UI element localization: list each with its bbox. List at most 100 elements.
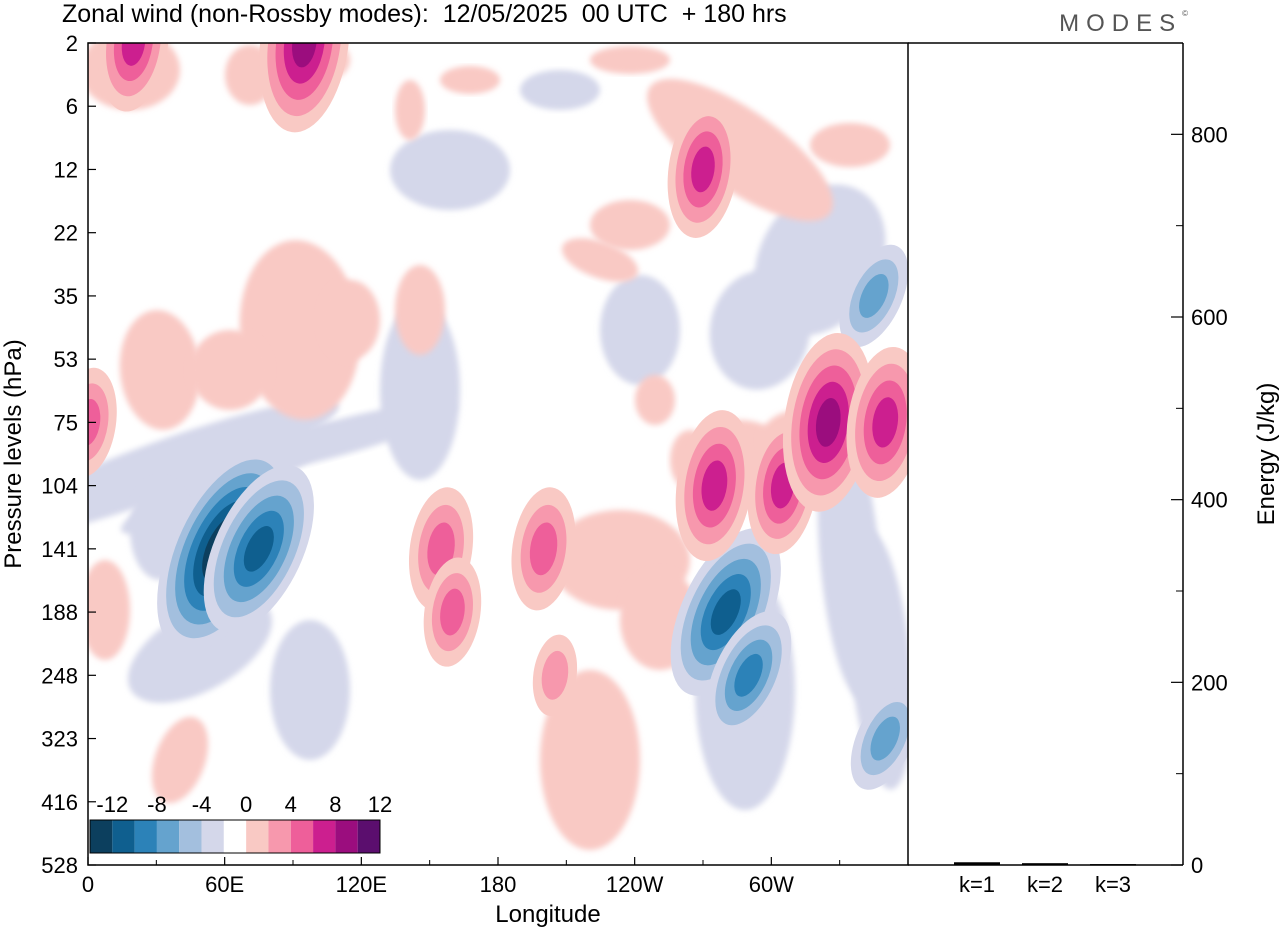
contour-level [283,43,325,84]
y-tick-label: 188 [41,600,78,625]
heatmap-feature [667,100,739,238]
contour-level [243,526,274,572]
heatmap-texture [440,66,500,94]
y-tick-label: 248 [41,663,78,688]
x-tick-label: 0 [82,872,94,897]
heatmap-texture [390,130,510,210]
colorbar-swatch [134,820,157,853]
x-tick-label: 120E [336,872,387,897]
y-tick-label: 141 [41,537,78,562]
heatmap-texture [119,310,201,430]
y-tick-label: 528 [41,853,78,878]
heatmap-texture [320,280,380,360]
y-tick-label: 75 [54,410,78,435]
energy-tick-label: 800 [1191,122,1228,147]
heatmap-feature [846,346,908,498]
contour-level [859,273,889,318]
heatmap-texture [520,70,600,110]
x-tick-label: 60W [749,872,794,897]
colorbar-swatch [201,820,224,853]
colorbar-label: 0 [240,792,252,817]
heatmap-texture [88,560,130,660]
contour-level [440,588,465,636]
heatmap-feature [203,465,314,633]
heatmap-texture [151,716,209,804]
heatmap-feature [850,687,908,790]
x-axis-label: Longitude [495,901,600,928]
y-tick-label: 6 [66,94,78,119]
heatmap-texture [395,80,425,140]
colorbar-swatch [335,820,358,853]
contour-level [872,397,899,448]
heatmap-texture [590,46,670,74]
energy-category-label: k=1 [959,872,995,897]
heatmap-texture [239,240,361,420]
colorbar-label: 8 [329,792,341,817]
energy-category-label: k=3 [1095,872,1131,897]
y-tick-label: 104 [41,474,78,499]
y-axis-label: Pressure levels (hPa) [0,339,27,568]
energy-axis-label: Energy (J/kg) [1253,383,1280,526]
y-tick-label: 2 [66,31,78,56]
heatmap-feature [670,528,781,696]
colorbar-label: 4 [285,792,297,817]
heatmap-field [88,43,908,850]
y-tick-label: 53 [54,347,78,372]
heatmap-feature [532,634,578,717]
colorbar-swatch [179,820,202,853]
colorbar-swatch [246,820,269,853]
colorbar-swatch [290,820,314,853]
colorbar-label: -8 [147,792,167,817]
y-tick-label: 416 [41,790,78,815]
energy-bar [1022,863,1068,865]
energy-tick-label: 200 [1191,670,1228,695]
colorbar-swatch [156,820,180,853]
x-tick-label: 60E [205,872,244,897]
contour-level [734,653,763,697]
heatmap-texture [270,620,350,760]
heatmap-texture [590,200,670,250]
colorbar-swatch [357,820,380,853]
x-tick-label: 180 [480,872,517,897]
y-tick-label: 35 [54,284,78,309]
contour-level [870,716,900,761]
chart-title: Zonal wind (non-Rossby modes): 12/05/202… [62,0,787,28]
heatmap-texture [635,375,675,425]
heatmap-texture [88,399,339,541]
contour-level [710,589,741,635]
y-tick-label: 323 [41,727,78,752]
energy-tick-label: 0 [1191,853,1203,878]
x-tick-label: 120W [606,872,664,897]
heatmap-texture [380,300,460,480]
contour-level [701,460,728,511]
heatmap-texture [600,275,680,385]
heatmap-texture [561,238,639,282]
colorbar-swatch [268,820,291,853]
heatmap-texture [395,265,445,355]
colorbar-label: 12 [368,792,392,817]
colorbar-swatch [112,820,135,853]
colorbar-swatch [223,820,247,853]
heatmap-feature [423,557,482,667]
contour-level [815,398,841,447]
contour-level [691,146,715,193]
contour-level [88,383,109,462]
heatmap-texture [810,123,890,167]
colorbar: -12 -8 -4 0 4 8 12 [89,792,392,854]
colorbar-swatch [313,820,336,853]
energy-bar [954,862,1000,865]
energy-category-label: k=2 [1027,872,1063,897]
y-tick-label: 12 [54,157,78,182]
contour-level [292,43,317,68]
heatmap-feature [839,244,908,348]
contour-level [541,650,569,700]
heatmap-feature [705,611,792,740]
colorbar-label: -12 [96,792,128,817]
energy-tick-label: 400 [1191,488,1228,513]
contour-level [529,522,558,576]
heatmap-texture [190,330,270,410]
y-tick-label: 22 [54,221,78,246]
heatmap-feature [511,487,576,611]
brand-logo: MODES© [1059,9,1188,37]
